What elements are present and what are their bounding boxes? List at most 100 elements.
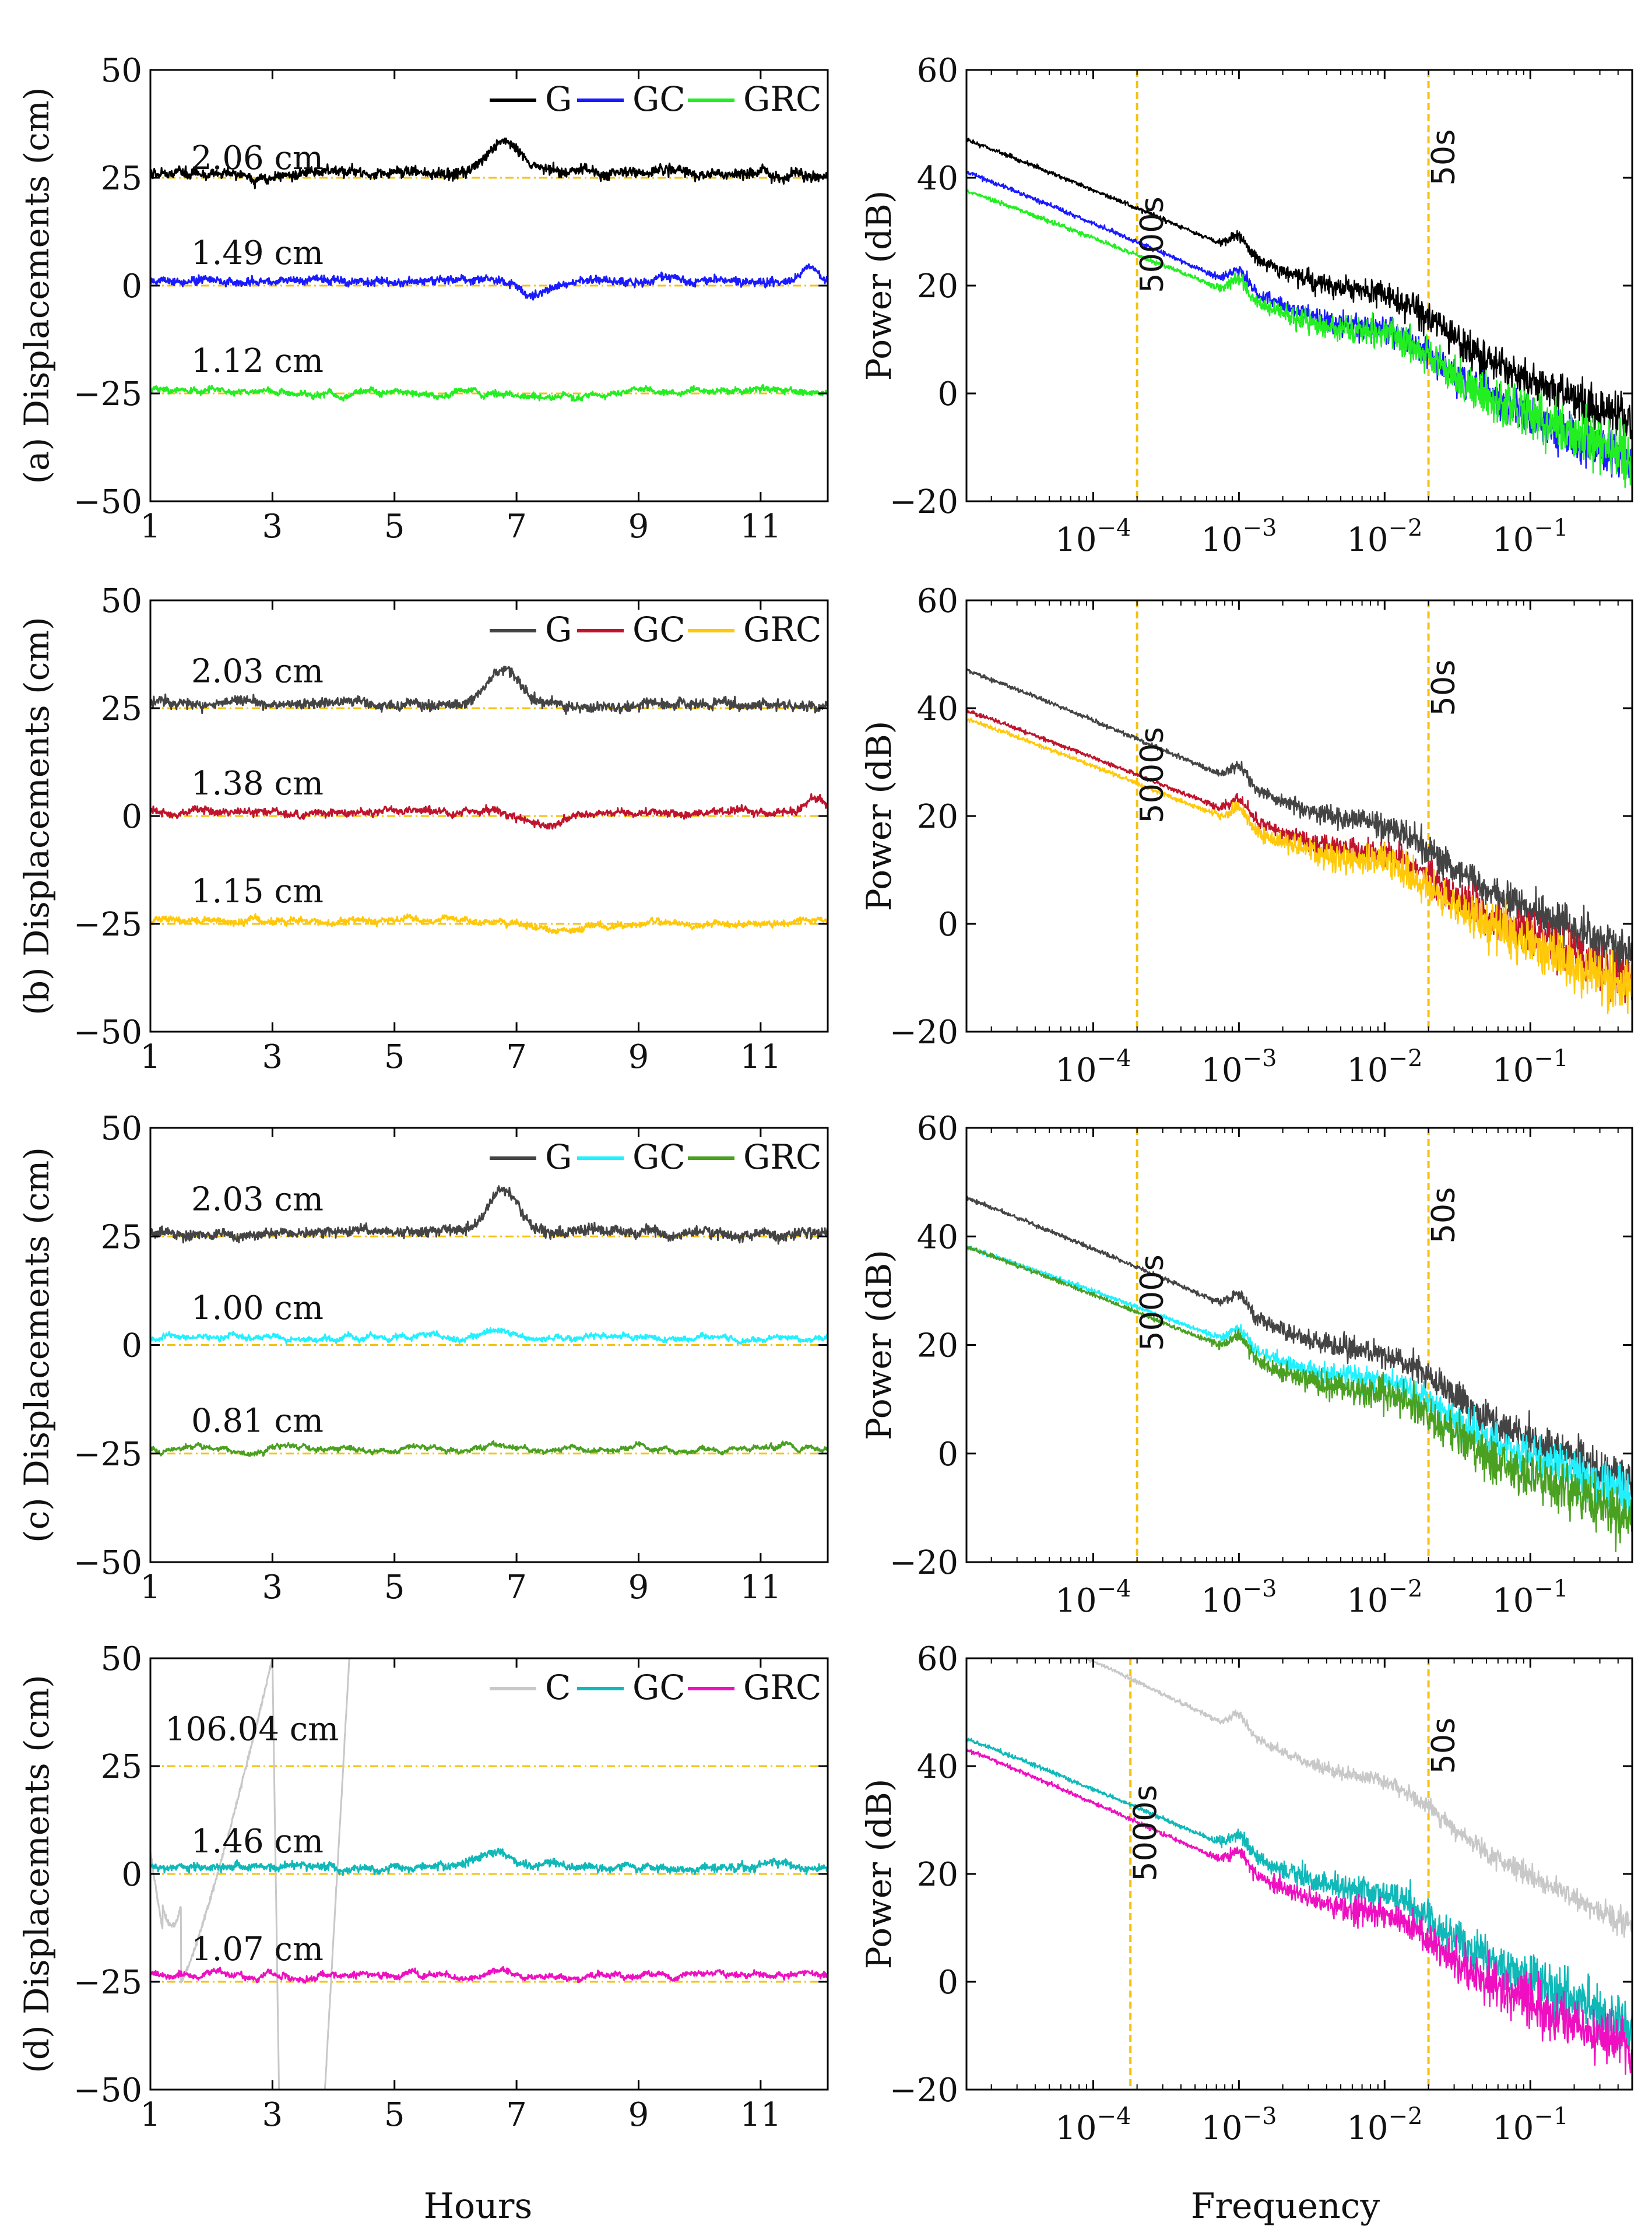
std-annotation: 1.07 cm xyxy=(191,1930,324,1968)
y-tick-label: −25 xyxy=(73,906,142,944)
y-axis-label: Power (dB) xyxy=(859,191,899,381)
y-tick-label: 50 xyxy=(101,52,142,90)
y-tick-label: 20 xyxy=(917,1327,958,1365)
x-tick-label: 10−1 xyxy=(1492,2103,1568,2147)
axes-frame xyxy=(965,69,1633,502)
y-tick-label: 0 xyxy=(121,1327,142,1365)
y-tick-label: 25 xyxy=(101,1748,142,1786)
y-axis-label: Power (dB) xyxy=(859,1779,899,1970)
legend-label-GRC: GRC xyxy=(743,79,821,119)
x-tick-label: 1 xyxy=(140,1038,161,1076)
x-tick-exponent: −1 xyxy=(1534,1045,1568,1072)
series-line-C xyxy=(150,1658,350,2090)
series-line-GC xyxy=(150,1847,828,1876)
x-tick-label: 1 xyxy=(140,508,161,546)
series-line-GRC xyxy=(966,718,1632,1015)
series-line-GRC xyxy=(150,1965,828,1984)
x-tick-label: 1 xyxy=(140,2096,161,2134)
y-tick-label: 25 xyxy=(101,690,142,728)
x-tick-exponent: −2 xyxy=(1388,1576,1422,1602)
x-tick-label: 10−2 xyxy=(1347,515,1422,559)
y-axis-label: (c) Displacements (cm) xyxy=(17,1147,57,1543)
x-tick-label: 10−4 xyxy=(1055,1045,1131,1089)
x-tick-exponent: −4 xyxy=(1097,515,1131,541)
period-label-5000s: 5000s xyxy=(1134,727,1171,824)
axes-frame xyxy=(965,599,1633,1033)
x-tick-base: 10 xyxy=(1201,1582,1242,1620)
series-line-GRC xyxy=(150,384,828,402)
y-tick-label: 40 xyxy=(917,690,958,728)
x-tick-label: 7 xyxy=(506,1569,527,1606)
series-line-GC xyxy=(150,793,828,830)
series-line-GRC xyxy=(966,189,1632,488)
x-tick-label: 10−2 xyxy=(1347,1045,1422,1089)
x-tick-exponent: −1 xyxy=(1534,2103,1568,2130)
series-line-G xyxy=(966,1195,1632,1510)
plot-data xyxy=(150,138,828,402)
x-tick-base: 10 xyxy=(1347,2109,1388,2147)
x-tick-base: 10 xyxy=(1492,2109,1534,2147)
x-tick-exponent: −4 xyxy=(1097,2103,1131,2130)
x-tick-exponent: −2 xyxy=(1388,515,1422,541)
series-line-GRC xyxy=(150,913,828,935)
x-tick-base: 10 xyxy=(1347,521,1388,559)
x-tick-exponent: −4 xyxy=(1097,1576,1131,1602)
y-tick-label: −20 xyxy=(890,1544,958,1582)
x-tick-label: 9 xyxy=(628,508,649,546)
series-line-G xyxy=(966,138,1632,444)
x-tick-base: 10 xyxy=(1347,1052,1388,1089)
chart-b-time: 2.03 cm 1.38 cm 1.15 cm −50 −25 0 25 50 1 3 5 7 9 11 (… xyxy=(17,582,829,1076)
y-tick-label: −50 xyxy=(73,2072,142,2109)
y-tick-label: 0 xyxy=(121,1856,142,1894)
y-tick-label: −25 xyxy=(73,1436,142,1474)
series-line-C xyxy=(1084,1658,1632,1938)
y-tick-label: 60 xyxy=(917,582,958,620)
x-tick-label: 5 xyxy=(384,508,405,546)
y-tick-label: 40 xyxy=(917,1748,958,1786)
x-tick-label: 10−1 xyxy=(1492,1576,1568,1620)
series-line-G xyxy=(150,138,828,189)
y-axis-label: (d) Displacements (cm) xyxy=(17,1675,57,2073)
period-label-50s: 50s xyxy=(1425,1187,1462,1244)
x-tick-label: 10−1 xyxy=(1492,1045,1568,1089)
series-line-GRC xyxy=(150,1440,828,1457)
chart-a-time: 2.06 cm 1.49 cm 1.12 cm −50 −25 0 25 50 1 3 5 7 9 11 (… xyxy=(17,52,829,546)
x-tick-exponent: −2 xyxy=(1388,2103,1422,2130)
x-tick-label: 11 xyxy=(740,1038,781,1076)
x-tick-label: 10−3 xyxy=(1201,515,1277,559)
std-annotation: 1.00 cm xyxy=(191,1289,324,1327)
period-label-5000s: 5000s xyxy=(1134,1254,1171,1351)
y-tick-label: 20 xyxy=(917,268,958,305)
plot-data xyxy=(150,1658,828,2090)
x-tick-label: 11 xyxy=(740,1569,781,1606)
x-tick-base: 10 xyxy=(1201,2109,1242,2147)
y-tick-label: 20 xyxy=(917,798,958,836)
x-tick-base: 10 xyxy=(1055,1052,1096,1089)
legend-label-GC: GC xyxy=(632,610,686,649)
x-tick-exponent: −3 xyxy=(1243,515,1277,541)
period-label-5000s: 5000s xyxy=(1127,1785,1164,1882)
legend-label-G: G xyxy=(545,610,572,649)
y-tick-label: 25 xyxy=(101,160,142,198)
x-tick-label: 10−4 xyxy=(1055,515,1131,559)
x-tick-base: 10 xyxy=(1201,521,1242,559)
std-annotation: 2.03 cm xyxy=(191,653,324,691)
y-tick-label: 20 xyxy=(917,1856,958,1894)
y-tick-label: 50 xyxy=(101,1640,142,1678)
left-xlabel: Hours xyxy=(424,2186,533,2226)
x-tick-label: 5 xyxy=(384,1569,405,1606)
series-line-GC xyxy=(966,1738,1632,2052)
series-line-GRC xyxy=(966,1748,1632,2075)
x-tick-label: 11 xyxy=(740,508,781,546)
period-label-5000s: 5000s xyxy=(1134,196,1171,293)
y-tick-label: 0 xyxy=(937,906,958,944)
std-annotation: 106.04 cm xyxy=(165,1711,339,1749)
period-label-50s: 50s xyxy=(1425,129,1462,186)
series-line-GC xyxy=(966,709,1632,1004)
x-tick-base: 10 xyxy=(1347,1582,1388,1620)
axes-frame xyxy=(965,1127,1633,1563)
chart-c-time: 2.03 cm 1.00 cm 0.81 cm −50 −25 0 25 50 1 3 5 7 9 11 (… xyxy=(17,1110,829,1606)
x-tick-label: 10−1 xyxy=(1492,515,1568,559)
